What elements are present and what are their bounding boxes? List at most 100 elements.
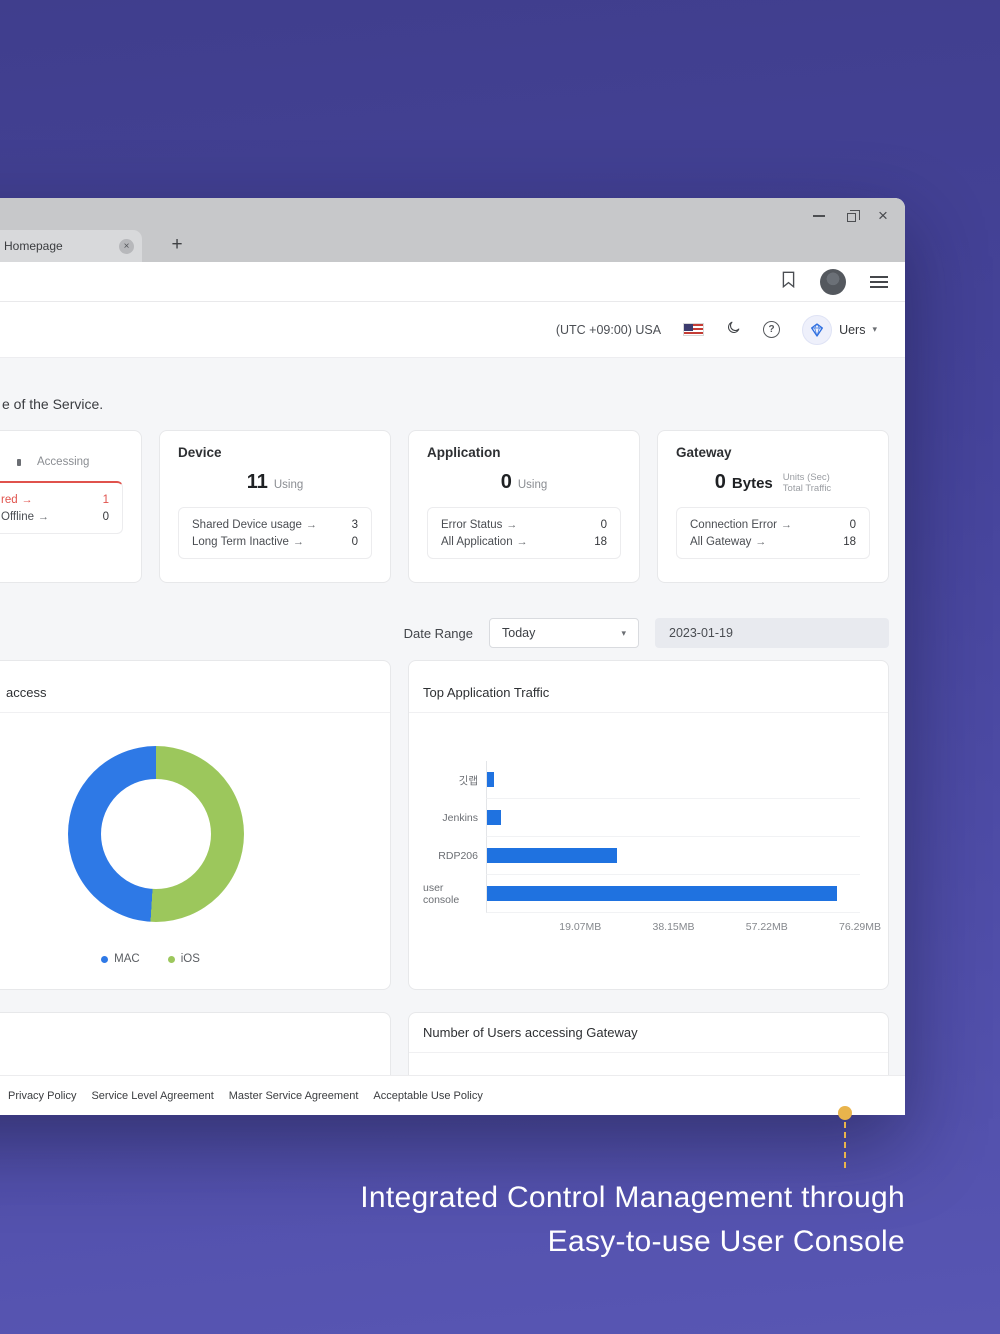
- page-footer: Privacy Policy Service Level Agreement M…: [0, 1075, 905, 1115]
- os-access-chart-card: access MAC iOS: [0, 660, 391, 990]
- traffic-bar-chart: 깃랩 Jenkins RDP206 user console: [423, 761, 882, 935]
- us-flag-icon[interactable]: [683, 323, 705, 336]
- date-range-select[interactable]: Today ▾: [489, 618, 639, 648]
- user-menu[interactable]: Uers ▾: [802, 314, 877, 345]
- stat-link-row[interactable]: Shared Device usage → 3: [192, 518, 358, 531]
- category-label: 깃랩: [458, 774, 478, 787]
- arrow-right-icon: →: [780, 518, 792, 531]
- timezone-label: (UTC +09:00) USA: [555, 322, 662, 337]
- stat-link-row[interactable]: Offline → 0: [1, 510, 109, 523]
- chevron-down-icon: ▾: [872, 324, 877, 334]
- device-metric: 11 Using: [246, 471, 304, 493]
- callout-dashed-line: [844, 1122, 846, 1168]
- category-label: user console: [423, 882, 460, 906]
- legend-dot: [101, 955, 109, 963]
- browser-window: Homepage × + × (UTC +09:00) USA: [0, 198, 905, 1115]
- callout-dot: [838, 1106, 852, 1120]
- stat-value: 0: [849, 518, 856, 531]
- stat-link-row[interactable]: Long Term Inactive → 0: [192, 535, 358, 548]
- stat-value: 18: [843, 535, 856, 548]
- footer-link-aup[interactable]: Acceptable Use Policy: [373, 1089, 483, 1102]
- stat-value: 0: [351, 535, 358, 548]
- traffic-bar: [487, 848, 617, 863]
- x-axis-ticks: 19.07MB 38.15MB 57.22MB 76.29MB: [559, 921, 882, 933]
- stat-value: 18: [594, 535, 607, 548]
- donut-legend: MAC iOS: [0, 953, 390, 965]
- caption-line-1: Integrated Control Management through: [360, 1181, 905, 1214]
- traffic-row: 깃랩: [423, 761, 860, 799]
- stat-value: 3: [351, 518, 358, 531]
- bottom-cards-row: Number of Users accessing Gateway: [0, 1012, 889, 1075]
- user-stat-card: Accessing red → 1 Offline → 0: [0, 430, 142, 583]
- help-icon[interactable]: ?: [763, 321, 781, 338]
- stat-link-row[interactable]: All Gateway → 18: [690, 535, 856, 548]
- footer-link-sla[interactable]: Service Level Agreement: [91, 1089, 214, 1102]
- user-links-box: red → 1 Offline → 0: [0, 481, 123, 534]
- tab-title: Homepage: [4, 239, 63, 253]
- clipped-card: [0, 1012, 391, 1075]
- stat-cards-row: Accessing red → 1 Offline → 0: [0, 430, 889, 583]
- footer-link-msa[interactable]: Master Service Agreement: [228, 1089, 359, 1102]
- bookmark-icon[interactable]: [781, 271, 796, 293]
- tab-close-icon[interactable]: ×: [119, 238, 134, 254]
- chevron-down-icon: ▾: [621, 627, 626, 638]
- footer-link-privacy[interactable]: Privacy Policy: [8, 1089, 77, 1102]
- stat-value: 1: [102, 493, 109, 506]
- date-input[interactable]: 2023-01-19: [655, 618, 889, 648]
- marketing-caption: Integrated Control Management through Ea…: [360, 1176, 905, 1264]
- browser-addressbar: [0, 262, 905, 302]
- device-stat-card: Device 11 Using Shared Device usage → 3 L…: [159, 430, 391, 583]
- gateway-metric-subtext: Units (Sec) Total Traffic: [782, 471, 832, 494]
- legend-dot: [167, 955, 175, 963]
- browser-tabstrip: Homepage × + ×: [0, 198, 905, 262]
- arrow-right-icon: →: [38, 510, 50, 523]
- traffic-bar: [487, 810, 501, 825]
- window-minimize-button[interactable]: [812, 209, 826, 223]
- traffic-row: Jenkins: [423, 799, 860, 837]
- caption-line-2: Easy-to-use User Console: [547, 1225, 905, 1258]
- arrow-right-icon: →: [292, 535, 304, 548]
- category-label: RDP206: [438, 850, 478, 862]
- user-metric: Accessing: [0, 456, 123, 468]
- clipped-digit-fragment: [17, 458, 21, 466]
- gem-logo-icon: [811, 322, 824, 337]
- dark-mode-icon[interactable]: [726, 320, 741, 340]
- legend-item-mac: MAC: [101, 953, 140, 965]
- dashboard-content: e of the Service. Accessing red → 1: [0, 358, 905, 1075]
- chart-title: Top Application Traffic: [409, 661, 888, 713]
- arrow-right-icon: →: [755, 535, 767, 548]
- gateway-links-box: Connection Error → 0 All Gateway → 18: [676, 507, 870, 559]
- category-label: Jenkins: [442, 812, 478, 824]
- arrow-right-icon: →: [305, 518, 317, 531]
- chart-title: Number of Users accessing Gateway: [409, 1013, 888, 1053]
- stat-link-row[interactable]: Error Status → 0: [441, 518, 607, 531]
- date-range-label: Date Range: [403, 625, 473, 641]
- app-header: (UTC +09:00) USA ? Uers ▾: [0, 302, 905, 358]
- intro-text: e of the Service.: [2, 396, 104, 412]
- date-filter-row: Date Range Today ▾ 2023-01-19: [404, 618, 889, 648]
- charts-row: access MAC iOS Top Applicati: [0, 660, 889, 990]
- stat-link-row[interactable]: Connection Error → 0: [690, 518, 856, 531]
- arrow-right-icon: →: [21, 493, 33, 506]
- window-maximize-button[interactable]: [844, 209, 860, 223]
- window-close-button[interactable]: ×: [878, 206, 888, 225]
- browser-menu-icon[interactable]: [870, 275, 888, 288]
- stat-link-row[interactable]: All Application → 18: [441, 535, 607, 548]
- os-donut-chart: [68, 746, 244, 922]
- stat-link-row[interactable]: red → 1: [1, 493, 109, 506]
- traffic-bar: [487, 886, 837, 901]
- card-title: Application: [427, 445, 501, 460]
- traffic-chart-card: Top Application Traffic 깃랩 Jenkins RDP20…: [408, 660, 889, 990]
- card-title: Gateway: [676, 445, 732, 460]
- user-name-label: Uers: [839, 322, 866, 337]
- legend-item-ios: iOS: [167, 953, 200, 965]
- new-tab-button[interactable]: +: [171, 234, 183, 255]
- user-avatar: [802, 314, 833, 345]
- device-links-box: Shared Device usage → 3 Long Term Inactiv…: [178, 507, 372, 559]
- card-title: Device: [178, 445, 222, 460]
- stat-value: 0: [102, 510, 109, 523]
- browser-tab-homepage[interactable]: Homepage ×: [0, 230, 142, 262]
- arrow-right-icon: →: [506, 518, 518, 531]
- browser-profile-avatar[interactable]: [820, 268, 846, 295]
